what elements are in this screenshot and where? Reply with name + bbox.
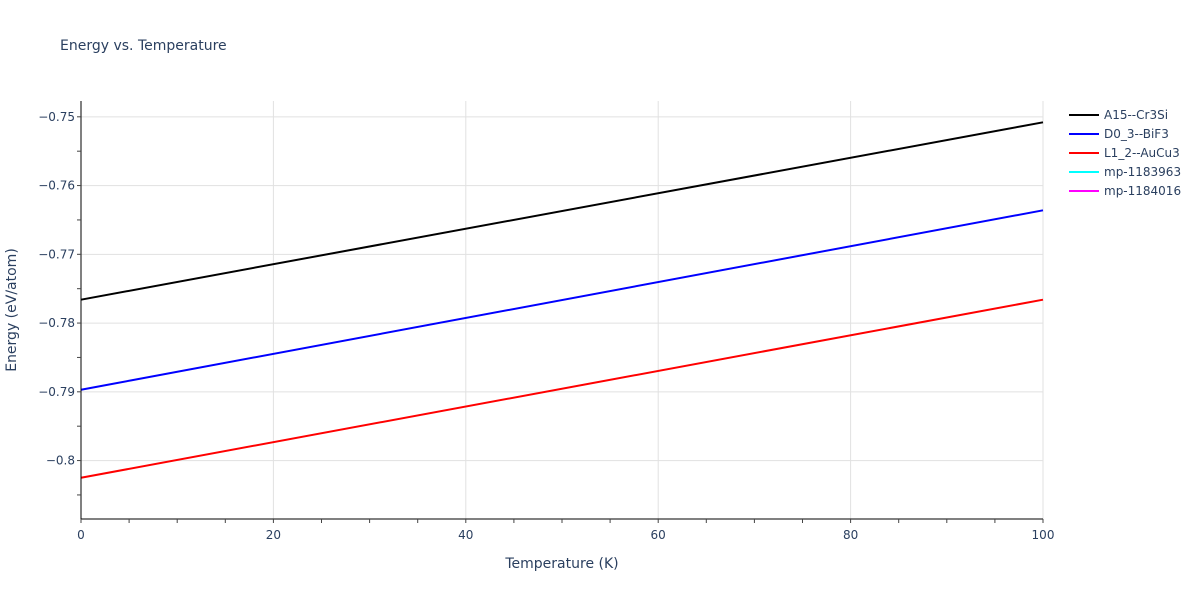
legend-label: L1_2--AuCu3 <box>1104 146 1180 160</box>
x-axis-title: Temperature (K) <box>504 556 618 572</box>
legend-item[interactable]: D0_3--BiF3 <box>1069 127 1169 141</box>
x-tick-label: 20 <box>266 528 281 542</box>
y-axis-ticks: −0.75 −0.76 −0.77 −0.78 −0.79 −0.8 <box>38 110 75 468</box>
x-tick-label: 80 <box>843 528 858 542</box>
grid-lines <box>81 101 1044 519</box>
legend-item[interactable]: mp-1183963 <box>1069 165 1181 179</box>
series-line-L1_2--AuCu3 <box>80 298 1044 479</box>
legend-label: mp-1184016 <box>1104 184 1181 198</box>
legend-label: A15--Cr3Si <box>1104 108 1168 122</box>
legend[interactable]: A15--Cr3Si D0_3--BiF3 L1_2--AuCu3 mp-118396… <box>1069 108 1181 198</box>
x-tick-label: 0 <box>77 528 85 542</box>
y-axis-title: Energy (eV/atom) <box>4 248 20 372</box>
legend-item[interactable]: mp-1184016 <box>1069 184 1181 198</box>
legend-label: mp-1183963 <box>1104 165 1181 179</box>
series-line-D0_3--BiF3 <box>80 209 1044 391</box>
series-line-A15--Cr3Si <box>80 121 1044 301</box>
x-tick-label: 40 <box>458 528 473 542</box>
y-tick-label: −0.78 <box>38 316 75 330</box>
axes <box>77 101 1044 523</box>
legend-item[interactable]: L1_2--AuCu3 <box>1069 146 1180 160</box>
y-tick-label: −0.79 <box>38 385 75 399</box>
y-tick-label: −0.75 <box>38 110 75 124</box>
chart-title: Energy vs. Temperature <box>60 38 227 54</box>
legend-label: D0_3--BiF3 <box>1104 127 1169 141</box>
x-tick-label: 100 <box>1032 528 1055 542</box>
x-axis-ticks: 0 20 40 60 80 100 <box>77 528 1054 542</box>
y-tick-label: −0.77 <box>38 247 75 261</box>
y-tick-label: −0.76 <box>38 179 75 193</box>
y-tick-label: −0.8 <box>46 454 75 468</box>
plot-lines <box>80 121 1044 479</box>
legend-item[interactable]: A15--Cr3Si <box>1069 108 1168 122</box>
x-tick-label: 60 <box>651 528 666 542</box>
